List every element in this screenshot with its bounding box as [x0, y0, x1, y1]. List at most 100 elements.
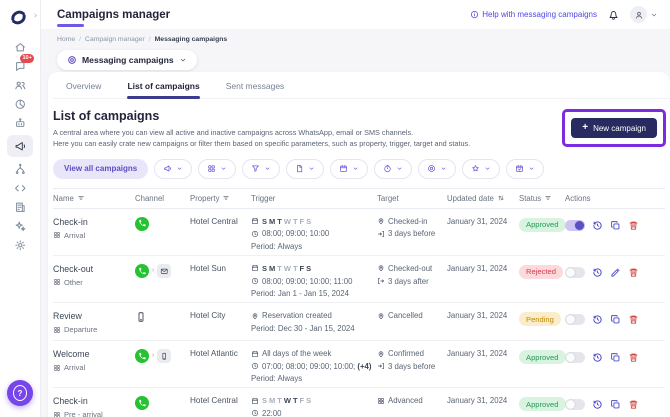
trash-icon: [628, 267, 639, 278]
campaign-toggle[interactable]: [565, 219, 585, 231]
campaign-name[interactable]: Welcome: [53, 349, 90, 359]
chevron-down-icon: [528, 165, 535, 172]
filter-chip-updated[interactable]: [506, 158, 545, 179]
campaign-toggle[interactable]: [565, 314, 585, 325]
updated-date: January 31, 2024: [447, 255, 519, 304]
delete-button[interactable]: [628, 399, 639, 410]
tab-sent-messages[interactable]: Sent messages: [225, 81, 285, 91]
history-icon: [592, 220, 603, 231]
sidebar-item-ai[interactable]: [7, 217, 33, 235]
filter-icon[interactable]: [544, 194, 552, 202]
sort-icon[interactable]: [497, 194, 505, 202]
sidebar-nav: 10+: [0, 38, 40, 254]
history-button[interactable]: [592, 220, 603, 231]
copy-icon: [610, 220, 621, 231]
content: Home Campaign manager Messaging campaign…: [40, 29, 670, 417]
delete-button[interactable]: [628, 314, 639, 325]
chevron-down-icon: [440, 165, 447, 172]
filter-chip-time[interactable]: [374, 158, 413, 179]
campaign-toggle[interactable]: [565, 352, 585, 363]
filter-icon[interactable]: [222, 194, 230, 202]
breadcrumb-campaign-manager[interactable]: Campaign manager: [85, 36, 145, 43]
sidebar-item-reports[interactable]: [7, 95, 33, 113]
category-grid-icon: [53, 411, 61, 417]
filter-chip-status[interactable]: [462, 158, 501, 179]
sidebar-item-campaigns[interactable]: [7, 135, 33, 157]
column-property: Property: [190, 187, 251, 209]
delete-button[interactable]: [628, 220, 639, 231]
duplicate-button[interactable]: [610, 352, 621, 363]
sparkles-icon: [14, 220, 27, 233]
column-channel: Channel: [135, 187, 190, 209]
whatsapp-icon: [135, 216, 149, 231]
calendar-icon: [251, 217, 259, 225]
user-menu[interactable]: [630, 6, 658, 23]
notifications-bell-button[interactable]: [607, 8, 620, 21]
delete-button[interactable]: [628, 267, 639, 278]
filter-chip-target[interactable]: [418, 158, 457, 179]
campaign-type-selector[interactable]: Messaging campaigns: [57, 50, 197, 70]
history-button[interactable]: [592, 399, 603, 410]
property-name: Hotel Central: [190, 208, 251, 256]
view-all-campaigns-button[interactable]: View all campaigns: [53, 158, 149, 179]
arrow-out-icon: [377, 277, 385, 285]
avatar: [630, 6, 647, 23]
duplicate-button[interactable]: [610, 399, 621, 410]
tab-list-of-campaigns[interactable]: List of campaigns: [127, 81, 200, 99]
campaign-name[interactable]: Check-in: [53, 216, 88, 227]
campaign-name[interactable]: Check-out: [53, 263, 94, 274]
edit-button[interactable]: [610, 267, 621, 278]
unread-badge: 10+: [20, 54, 35, 63]
megaphone-icon: [14, 140, 27, 153]
sidebar-item-bot[interactable]: [7, 114, 33, 132]
title-underline: [57, 23, 84, 27]
sidebar-item-company[interactable]: [7, 198, 33, 216]
tab-overview[interactable]: Overview: [66, 81, 102, 91]
copy-icon: [610, 399, 621, 410]
filter-chip-property[interactable]: [286, 158, 325, 179]
annotation-highlight-box: + New campaign: [562, 109, 666, 147]
filter-chip-funnel[interactable]: [242, 158, 281, 179]
grid-icon: [377, 397, 385, 405]
chevron-down-icon: [484, 165, 491, 172]
column-target: Target: [377, 187, 447, 209]
campaign-name[interactable]: Check-in: [53, 396, 88, 407]
sidebar-item-inbox[interactable]: 10+: [7, 54, 35, 75]
duplicate-button[interactable]: [610, 220, 621, 231]
plus-icon: +: [582, 122, 589, 133]
arrow-in-icon: [377, 230, 385, 238]
chevron-down-icon: [220, 165, 227, 172]
breadcrumb-home[interactable]: Home: [57, 36, 76, 43]
updated-date: January 31, 2024: [447, 340, 519, 389]
help-fab-button[interactable]: ?: [7, 380, 33, 406]
delete-button[interactable]: [628, 352, 639, 363]
filter-icon[interactable]: [77, 194, 85, 202]
filter-chip-date[interactable]: [330, 158, 369, 179]
new-campaign-button[interactable]: + New campaign: [571, 118, 657, 138]
history-button[interactable]: [592, 314, 603, 325]
duplicate-button[interactable]: [610, 314, 621, 325]
history-button[interactable]: [592, 352, 603, 363]
stopwatch-icon: [383, 164, 392, 173]
sidebar-item-settings[interactable]: [7, 236, 33, 254]
campaign-toggle[interactable]: [565, 266, 585, 278]
clock-icon: [251, 409, 259, 417]
filter-chip-channel[interactable]: [198, 158, 237, 179]
updated-date: January 31, 2024: [447, 302, 519, 341]
property-name: Hotel Central: [190, 387, 251, 417]
sidebar-item-contacts[interactable]: [7, 76, 33, 94]
status-badge: Pending: [519, 312, 561, 326]
help-with-campaigns-link[interactable]: Help with messaging campaigns: [470, 10, 597, 19]
table-row: Review Departure Hotel City Reservation …: [53, 302, 665, 341]
campaign-toggle[interactable]: [565, 399, 585, 411]
sidebar-collapse-chevron-icon[interactable]: [32, 12, 39, 19]
file-icon: [295, 164, 304, 173]
sidebar-item-flows[interactable]: [7, 160, 33, 178]
campaign-name[interactable]: Review: [53, 311, 82, 321]
history-button[interactable]: [592, 267, 603, 278]
sidebar-item-developers[interactable]: [7, 179, 33, 197]
chevron-down-icon: [396, 165, 403, 172]
filter-chip-campaign-type[interactable]: [154, 158, 193, 179]
tabs: Overview List of campaigns Sent messages: [53, 72, 670, 99]
